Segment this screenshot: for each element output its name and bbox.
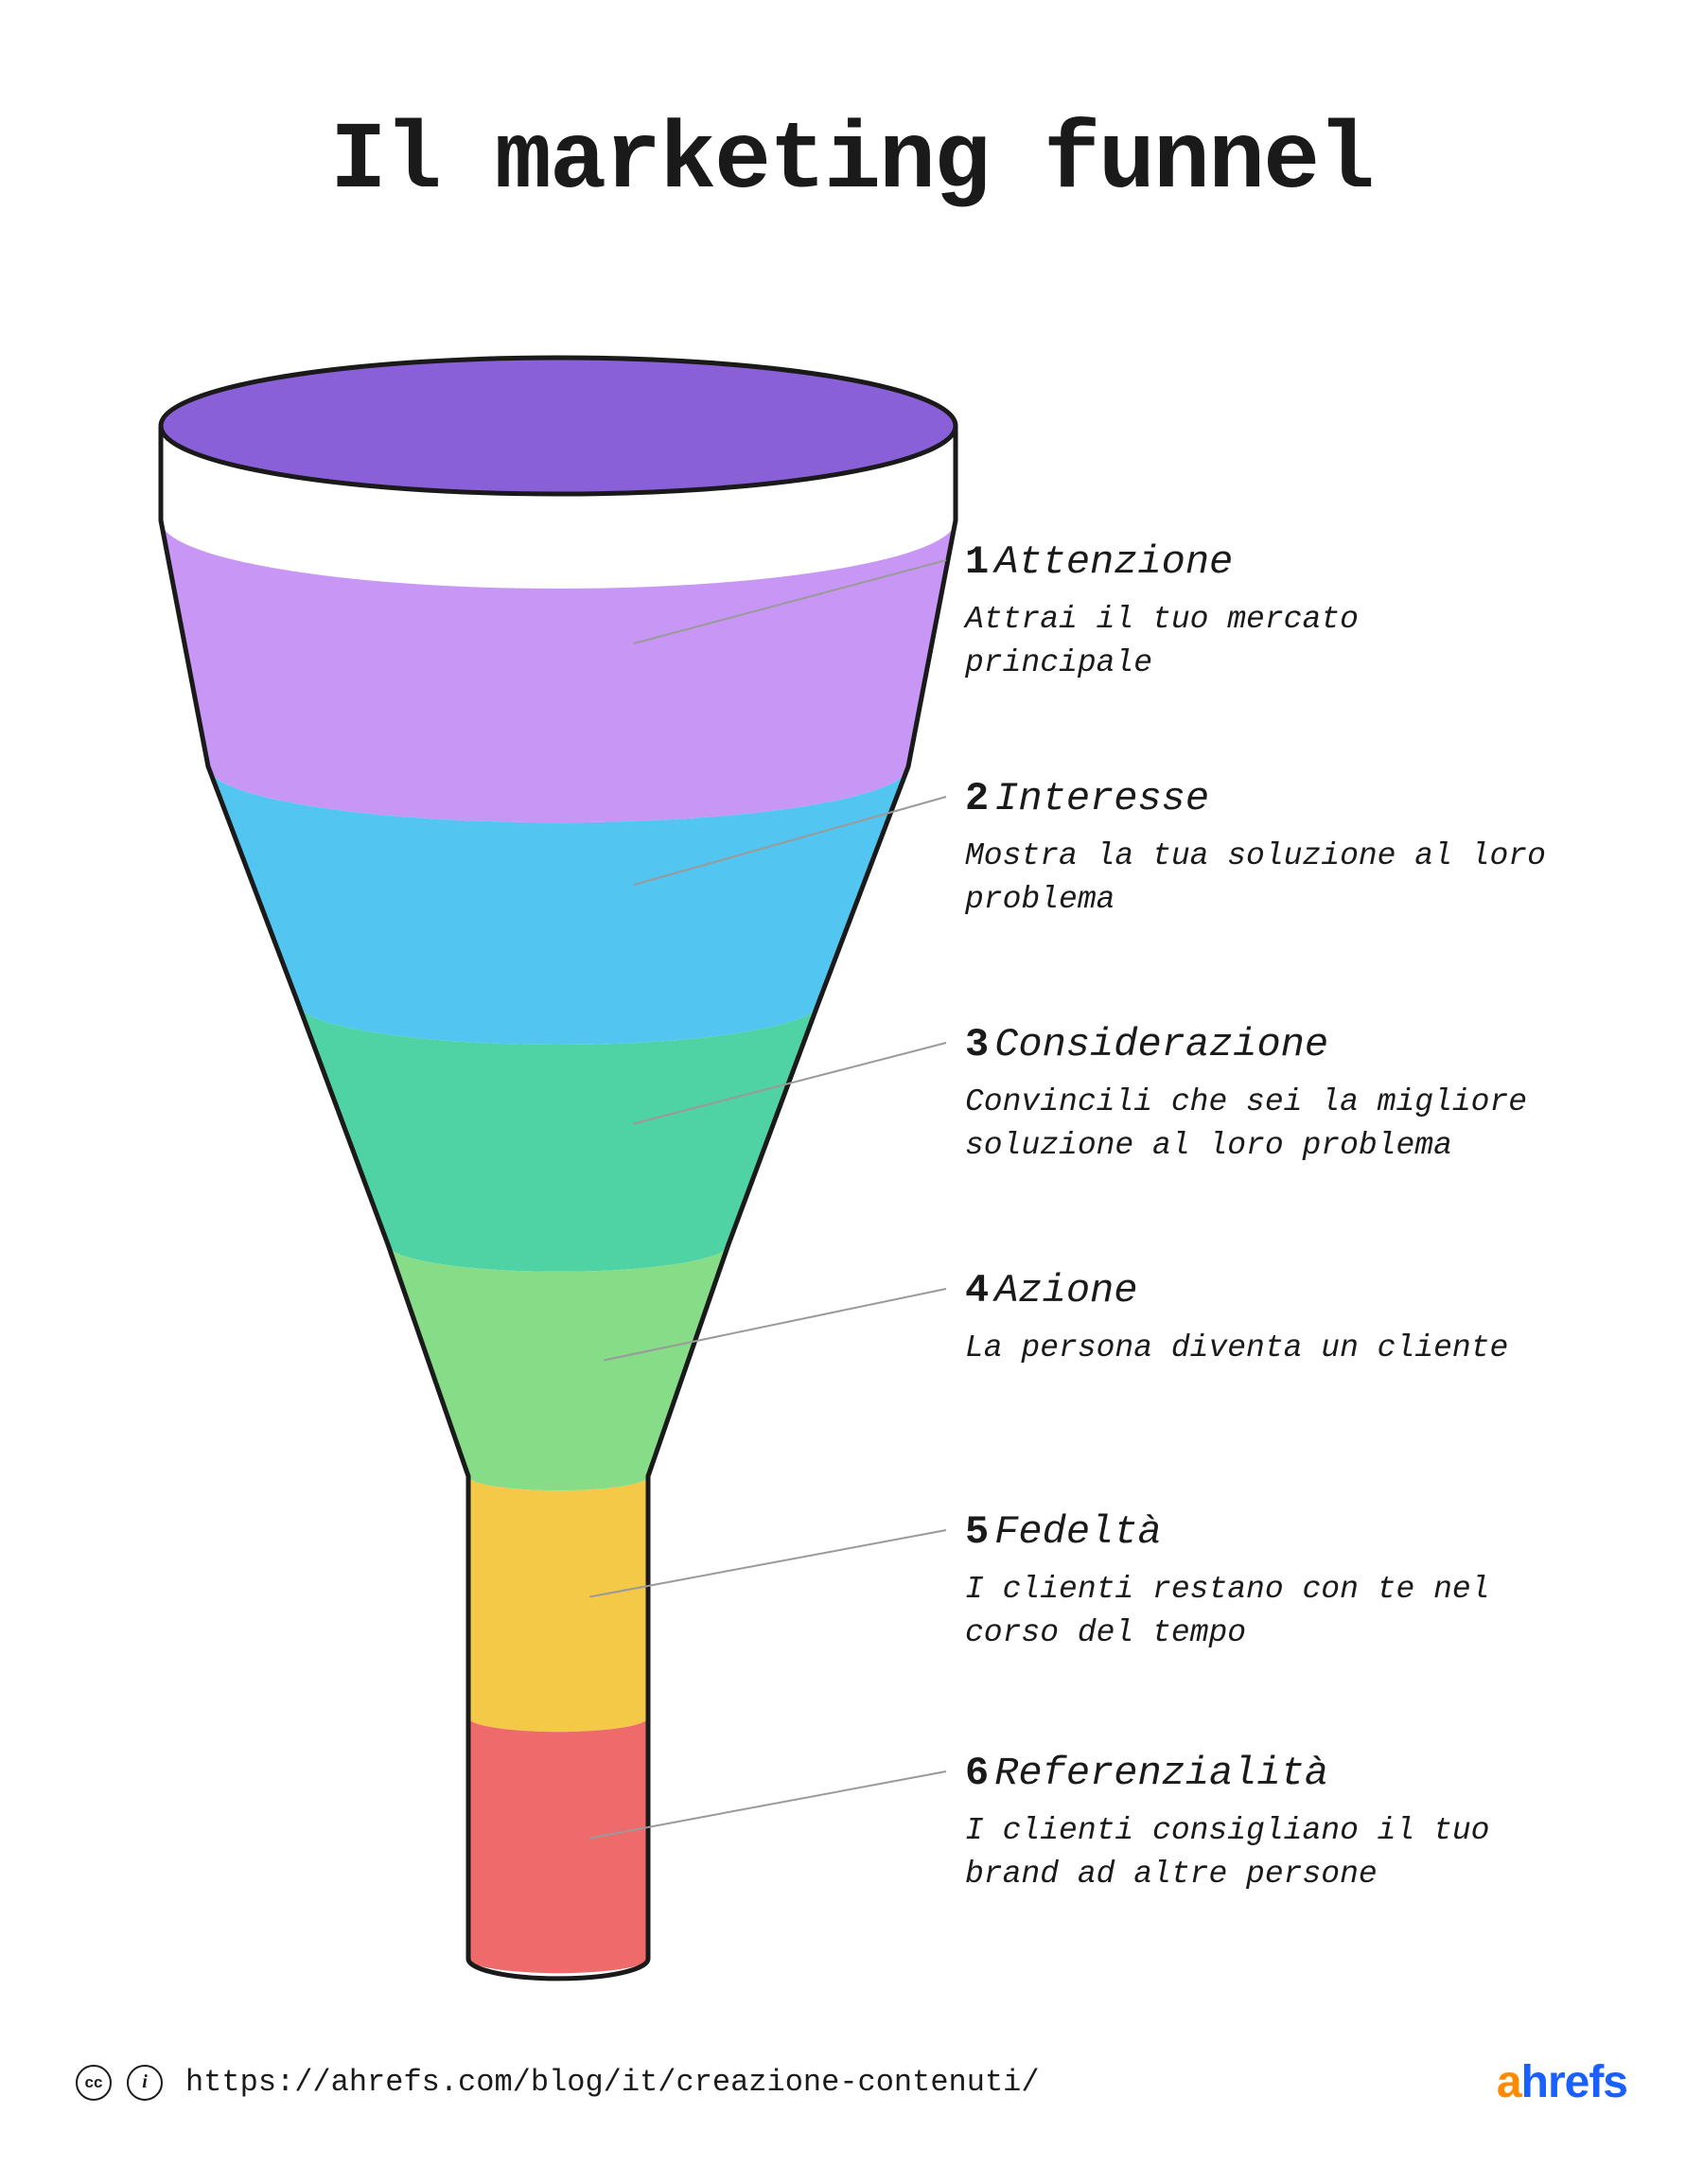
brand-rest: hrefs [1521,2057,1627,2107]
brand-logo: ahrefs [1497,2056,1627,2108]
funnel-stage-5 [468,1476,648,1732]
stage-desc: Mostra la tua soluzione al loro problema [965,835,1552,922]
stage-label-3: 3Considerazione Convincili che sei la mig… [965,1022,1552,1168]
stage-desc: La persona diventa un cliente [965,1327,1552,1370]
stage-number: 3 [965,1022,989,1067]
funnel-diagram [132,341,984,1987]
stage-name: Referenzialità [994,1751,1328,1796]
funnel-stage-4 [388,1244,729,1490]
stage-desc: Convincili che sei la migliore soluzione… [965,1081,1552,1168]
stage-label-5: 5Fedeltà I clienti restano con te nel cor… [965,1509,1552,1655]
funnel-stage-1 [161,520,956,822]
stage-name: Azione [994,1268,1137,1313]
stage-name: Considerazione [994,1022,1328,1067]
cc-license-icon: cc [76,2065,112,2101]
stage-label-4: 4Azione La persona diventa un cliente [965,1268,1552,1370]
brand-first-letter: a [1497,2057,1521,2107]
stage-number: 6 [965,1751,989,1796]
footer: cc i https://ahrefs.com/blog/it/creazion… [76,2056,1627,2108]
stage-label-2: 2Interesse Mostra la tua soluzione al lor… [965,776,1552,922]
stage-name: Interesse [994,776,1209,821]
stage-label-1: 1Attenzione Attrai il tuo mercato princip… [965,539,1552,685]
stage-number: 5 [965,1509,989,1555]
page-title: Il marketing funnel [0,109,1703,216]
funnel-stage-6 [468,1717,648,1973]
stage-desc: I clienti consigliano il tuo brand ad al… [965,1809,1552,1896]
footer-left: cc i https://ahrefs.com/blog/it/creazion… [76,2065,1040,2101]
stage-number: 1 [965,539,989,585]
stage-number: 4 [965,1268,989,1313]
stage-number: 2 [965,776,989,821]
stage-label-6: 6Referenzialità I clienti consigliano il … [965,1751,1552,1896]
stage-name: Fedeltà [994,1509,1161,1555]
cc-by-icon: i [127,2065,163,2101]
stage-name: Attenzione [994,539,1233,585]
stage-desc: I clienti restano con te nel corso del t… [965,1568,1552,1655]
footer-url: https://ahrefs.com/blog/it/creazione-con… [185,2065,1040,2100]
stage-desc: Attrai il tuo mercato principale [965,598,1552,685]
